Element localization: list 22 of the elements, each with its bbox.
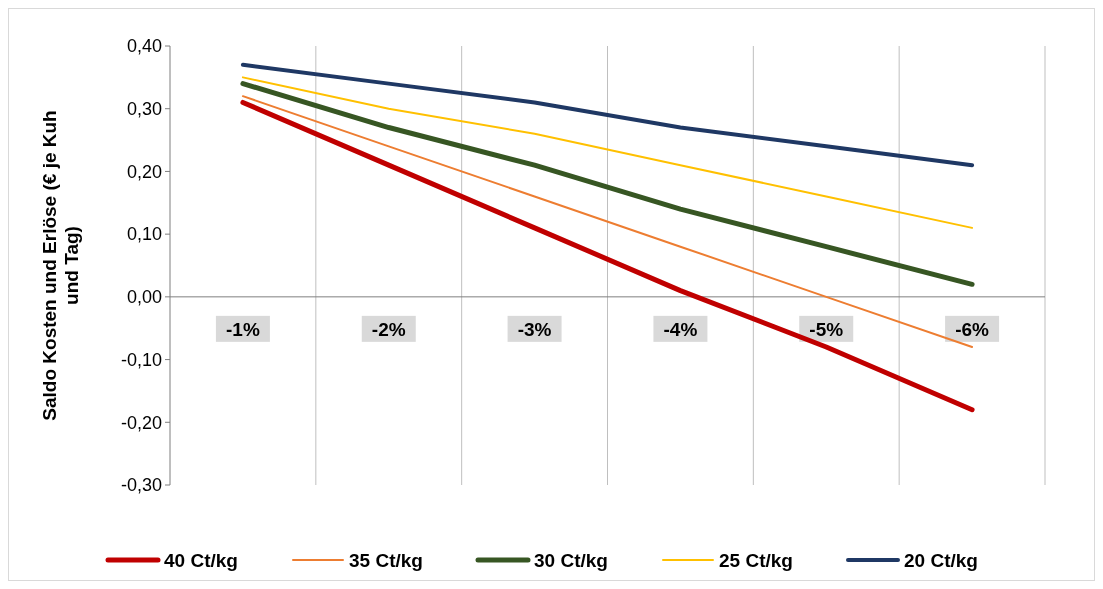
y-tick-label: 0,20 [126,161,162,182]
x-tick-label: -3% [517,318,552,340]
y-tick-label: 0,40 [126,36,162,57]
legend-label: 20 Ct/kg [904,549,978,571]
legend-label: 40 Ct/kg [164,549,238,571]
legend-label: 25 Ct/kg [719,549,793,571]
legend-label: 30 Ct/kg [534,549,608,571]
y-axis-title: Saldo Kosten und Erlöse (€ je Kuh und Tag) [39,110,82,421]
line-series [240,62,975,168]
y-tick-label: -0,10 [120,349,162,370]
y-tick-label: 0,30 [126,99,162,120]
x-tick-label: -1% [226,318,260,340]
line-series [241,76,974,229]
y-tick-label: 0,00 [126,287,162,308]
x-tick-label: -4% [663,318,698,340]
y-tick-label: -0,30 [120,475,162,496]
x-tick-label: -2% [371,318,406,340]
y-tick-label: -0,20 [120,412,162,433]
legend-label: 35 Ct/kg [349,549,423,571]
y-tick-label: 0,10 [126,224,162,245]
x-tick-label: -5% [809,318,844,340]
x-tick-label: -6% [955,318,990,340]
